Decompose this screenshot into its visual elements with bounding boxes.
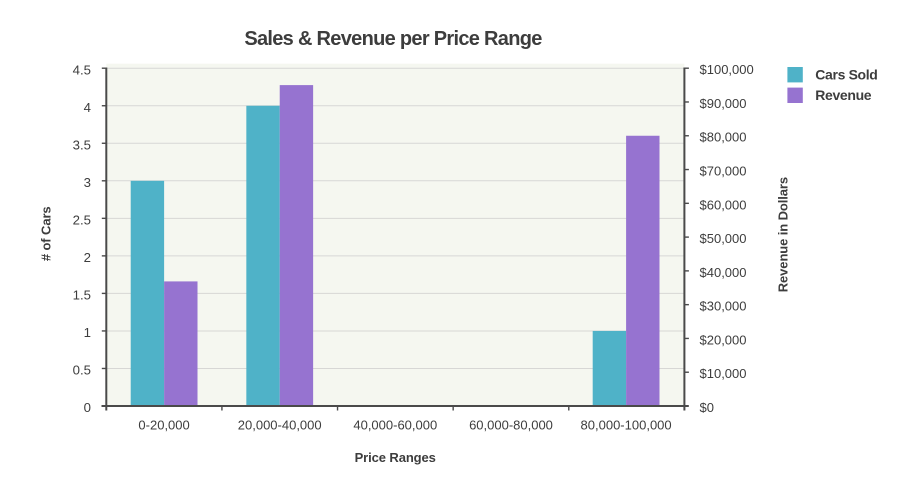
svg-text:$70,000: $70,000	[700, 164, 747, 179]
svg-text:0.5: 0.5	[73, 363, 91, 378]
svg-text:1.5: 1.5	[73, 288, 91, 303]
svg-text:20,000-40,000: 20,000-40,000	[238, 417, 322, 432]
svg-text:$30,000: $30,000	[700, 299, 747, 314]
svg-text:$50,000: $50,000	[700, 231, 747, 246]
svg-text:80,000-100,000: 80,000-100,000	[581, 417, 672, 432]
svg-text:$100,000: $100,000	[700, 62, 754, 77]
svg-text:Sales & Revenue per Price Rang: Sales & Revenue per Price Range	[244, 28, 542, 50]
svg-text:$0: $0	[700, 400, 714, 415]
svg-text:# of Cars: # of Cars	[38, 206, 53, 261]
svg-text:0: 0	[84, 400, 91, 415]
svg-text:4.5: 4.5	[73, 62, 91, 77]
svg-text:$60,000: $60,000	[700, 197, 747, 212]
svg-text:Revenue in Dollars: Revenue in Dollars	[776, 177, 791, 292]
svg-text:$20,000: $20,000	[700, 332, 747, 347]
svg-text:2.5: 2.5	[73, 213, 91, 228]
svg-text:$80,000: $80,000	[700, 130, 747, 145]
svg-text:Revenue: Revenue	[815, 87, 871, 103]
svg-text:3.5: 3.5	[73, 138, 91, 153]
svg-text:0-20,000: 0-20,000	[138, 417, 189, 432]
svg-text:40,000-60,000: 40,000-60,000	[353, 417, 437, 432]
svg-text:4: 4	[84, 100, 91, 115]
svg-text:60,000-80,000: 60,000-80,000	[469, 417, 553, 432]
svg-text:Cars Sold: Cars Sold	[815, 67, 877, 83]
svg-text:$40,000: $40,000	[700, 265, 747, 280]
svg-text:3: 3	[84, 175, 91, 190]
svg-text:Price Ranges: Price Ranges	[355, 450, 436, 465]
svg-text:1: 1	[84, 325, 91, 340]
svg-text:$10,000: $10,000	[700, 366, 747, 381]
svg-text:$90,000: $90,000	[700, 96, 747, 111]
svg-text:2: 2	[84, 250, 91, 265]
